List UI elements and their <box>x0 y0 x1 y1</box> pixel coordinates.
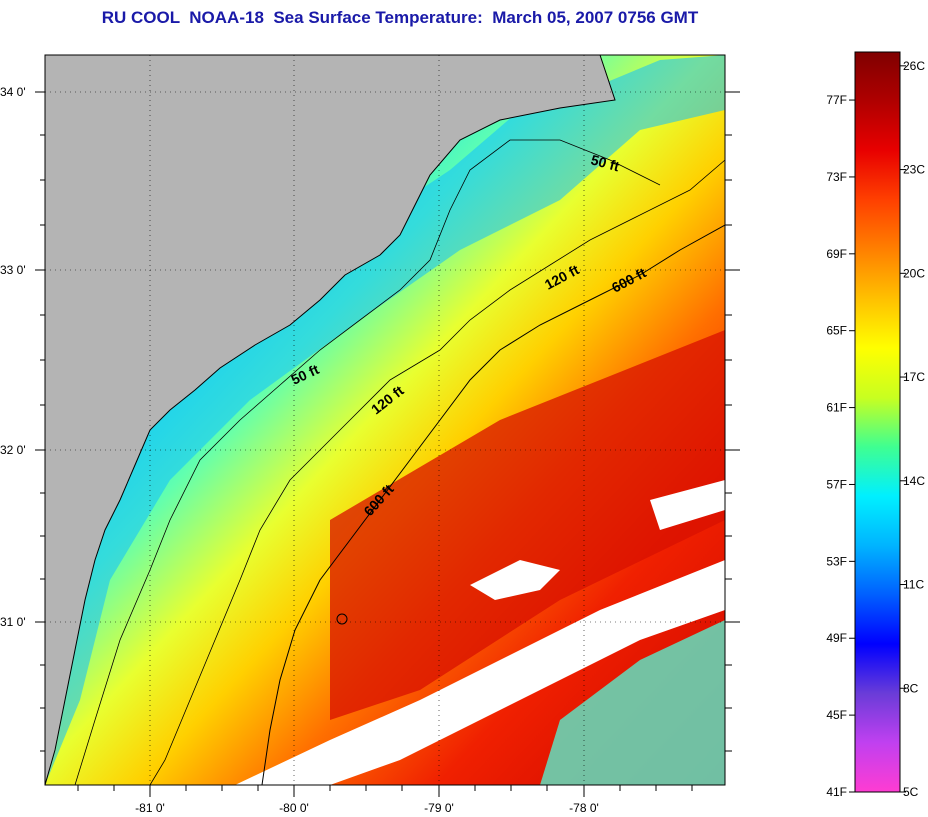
isobath-120ft <box>149 159 725 785</box>
lon-label-81: -81 0' <box>135 801 165 815</box>
colorbar-f-label: 45F <box>826 708 847 722</box>
axis-ticks <box>35 91 740 797</box>
map-title: RU COOL NOAA-18 Sea Surface Temperature:… <box>101 8 699 27</box>
colorbar-f-ticks: 77F 73F 69F 65F 61F 57F 53F 49F 45F 41F <box>826 93 855 799</box>
colorbar-f-label: 65F <box>826 324 847 338</box>
lat-label-31: 31 0' <box>0 615 26 629</box>
land-mass <box>45 55 615 785</box>
graticule <box>45 55 725 785</box>
colorbar-c-label: 11C <box>903 578 924 592</box>
speckled-sst-region <box>540 620 725 785</box>
colorbar-f-label: 77F <box>826 93 847 107</box>
colorbar-c-label: 26C <box>903 59 925 73</box>
lat-label-33: 33 0' <box>0 263 26 277</box>
colorbar-f-label: 41F <box>826 785 847 799</box>
colorbar-c-label: 17C <box>903 370 925 384</box>
shelf-water <box>45 55 725 785</box>
station-marker <box>336 613 348 625</box>
coastline <box>45 55 616 785</box>
gulf-stream-core <box>330 330 725 720</box>
colorbar-c-ticks: 26C 23C 20C 17C 14C 11C 8C 5C <box>900 59 925 799</box>
map-frame <box>44 54 726 786</box>
colorbar-c-label: 5C <box>903 785 919 799</box>
colorbar-c-label: 20C <box>903 266 925 280</box>
colorbar-f-label: 49F <box>826 631 847 645</box>
map-panel: 50 ft 50 ft 120 ft 120 ft 600 ft 600 ft <box>45 55 725 785</box>
colorbar-f-label: 73F <box>826 170 847 184</box>
lon-label-80: -80 0' <box>279 801 309 815</box>
colorbar-c-label: 14C <box>903 474 925 488</box>
colorbar-gradient <box>855 52 900 792</box>
isobath-50ft <box>74 139 661 785</box>
colorbar-frame <box>854 51 901 793</box>
contour-label-50ft-north: 50 ft <box>589 151 621 174</box>
colorbar-f-label: 69F <box>826 247 847 261</box>
colorbar: 77F 73F 69F 65F 61F 57F 53F 49F 45F 41F 26C 23C 20C… <box>826 51 925 799</box>
cloud-patches <box>470 480 725 600</box>
lat-label-32: 32 0' <box>0 443 26 457</box>
colorbar-c-label: 23C <box>903 163 925 177</box>
colorbar-f-label: 61F <box>826 401 847 415</box>
lat-label-34: 34 0' <box>0 85 26 99</box>
colorbar-f-label: 53F <box>826 554 847 568</box>
colorbar-c-label: 8C <box>903 681 919 695</box>
lon-label-78: -78 0' <box>569 801 599 815</box>
isobath-600ft <box>261 224 725 785</box>
cloud-mask <box>235 560 725 785</box>
colorbar-f-label: 57F <box>826 477 847 491</box>
lon-label-79: -79 0' <box>424 801 454 815</box>
